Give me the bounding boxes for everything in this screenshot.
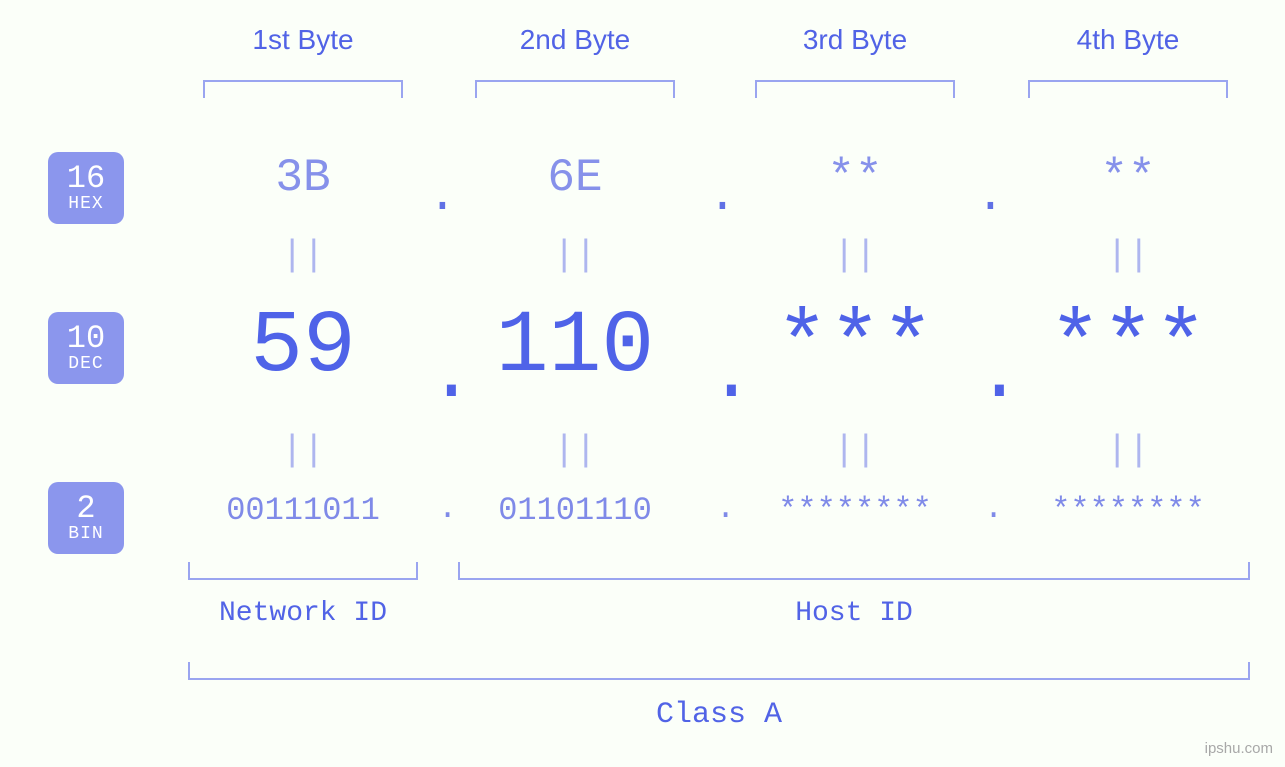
byte-top-bracket-4 <box>1028 80 1228 98</box>
bin-separator-3-4: . <box>984 490 1003 527</box>
byte-header-1: 1st Byte <box>178 24 428 56</box>
dec-value-1: 59 <box>178 298 428 397</box>
byte-column-1: 1st Byte 3B || 59 || 00111011 <box>178 0 428 767</box>
equals-hex-dec-3: || <box>740 235 970 276</box>
equals-hex-dec-4: || <box>1008 235 1248 276</box>
hex-separator-1-2: . <box>428 170 457 224</box>
class-label: Class A <box>188 698 1250 732</box>
equals-dec-bin-4: || <box>1008 430 1248 471</box>
bin-separator-1-2: . <box>438 490 457 527</box>
byte-top-bracket-2 <box>475 80 675 98</box>
byte-header-3: 3rd Byte <box>740 24 970 56</box>
bin-value-1: 00111011 <box>178 492 428 529</box>
equals-dec-bin-3: || <box>740 430 970 471</box>
byte-column-2: 2nd Byte 6E || 110 || 01101110 <box>460 0 690 767</box>
hex-base-badge: 16 HEX <box>48 152 124 224</box>
dec-value-4: *** <box>1008 298 1248 397</box>
hex-base-label: HEX <box>68 195 103 214</box>
equals-hex-dec-1: || <box>178 235 428 276</box>
dec-value-2: 110 <box>460 298 690 397</box>
bin-base-badge: 2 BIN <box>48 482 124 554</box>
byte-column-3: 3rd Byte ** || *** || ******** <box>740 0 970 767</box>
byte-column-4: 4th Byte ** || *** || ******** <box>1008 0 1248 767</box>
dec-base-number: 10 <box>67 322 105 356</box>
hex-value-1: 3B <box>178 152 428 204</box>
bin-separator-2-3: . <box>716 490 735 527</box>
dec-value-3: *** <box>740 298 970 397</box>
watermark: ipshu.com <box>1205 740 1273 757</box>
byte-header-2: 2nd Byte <box>460 24 690 56</box>
bin-value-4: ******** <box>1008 492 1248 529</box>
host-id-bracket <box>458 562 1250 580</box>
byte-top-bracket-1 <box>203 80 403 98</box>
network-id-bracket <box>188 562 418 580</box>
bin-value-3: ******** <box>740 492 970 529</box>
host-id-label: Host ID <box>458 598 1250 629</box>
bin-value-2: 01101110 <box>460 492 690 529</box>
byte-header-4: 4th Byte <box>1008 24 1248 56</box>
dec-separator-2-3: . <box>708 332 755 420</box>
equals-hex-dec-2: || <box>460 235 690 276</box>
equals-dec-bin-1: || <box>178 430 428 471</box>
dec-separator-1-2: . <box>428 332 475 420</box>
hex-separator-2-3: . <box>708 170 737 224</box>
bin-base-label: BIN <box>68 525 103 544</box>
hex-value-2: 6E <box>460 152 690 204</box>
dec-base-badge: 10 DEC <box>48 312 124 384</box>
hex-separator-3-4: . <box>976 170 1005 224</box>
bin-base-number: 2 <box>76 492 95 526</box>
network-id-label: Network ID <box>188 598 418 629</box>
dec-separator-3-4: . <box>976 332 1023 420</box>
equals-dec-bin-2: || <box>460 430 690 471</box>
dec-base-label: DEC <box>68 355 103 374</box>
hex-value-4: ** <box>1008 152 1248 204</box>
byte-top-bracket-3 <box>755 80 955 98</box>
hex-value-3: ** <box>740 152 970 204</box>
class-bracket <box>188 662 1250 680</box>
hex-base-number: 16 <box>67 162 105 196</box>
